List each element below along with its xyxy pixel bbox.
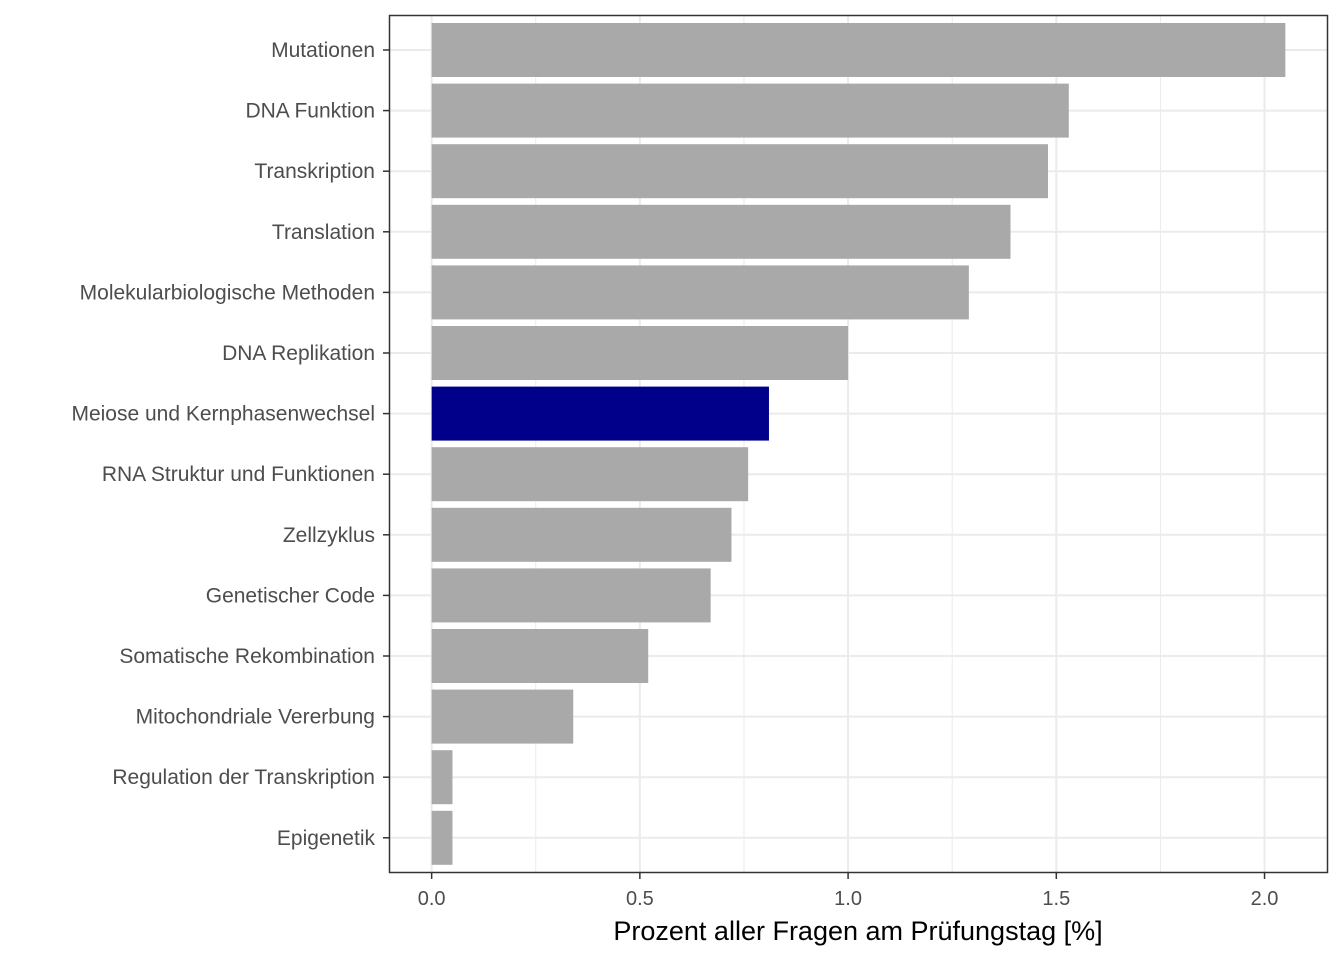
category-labels: Mutationen DNA Funktion Transkription Trans…	[71, 39, 375, 850]
bar	[431, 265, 969, 320]
bar	[431, 507, 732, 562]
category-label: Transkription	[254, 160, 375, 183]
plot-panel-border	[388, 14, 1329, 874]
axis-ticks	[383, 49, 1266, 879]
category-label: Translation	[272, 221, 375, 244]
bar	[431, 23, 1286, 77]
bar	[431, 810, 453, 865]
category-label: Somatische Rekombination	[119, 645, 375, 668]
category-label: Mutationen	[271, 39, 375, 62]
bar	[431, 568, 711, 623]
x-tick-labels: 0.0 0.5 1.0 1.5 2.0	[418, 888, 1279, 910]
x-tick-label: 1.0	[834, 888, 862, 910]
x-tick-label: 0.5	[626, 888, 654, 910]
x-tick-label: 0.0	[418, 888, 446, 910]
bar	[431, 629, 649, 683]
bar	[431, 144, 1048, 199]
bar	[431, 386, 769, 441]
category-label: Epigenetik	[277, 827, 376, 850]
category-label: Genetischer Code	[206, 584, 375, 607]
category-label: Mitochondriale Vererbung	[136, 706, 375, 729]
x-tick-label: 1.5	[1042, 888, 1070, 910]
bar	[431, 83, 1069, 138]
category-label: DNA Replikation	[222, 342, 375, 365]
bar	[431, 326, 849, 380]
category-label: DNA Funktion	[245, 100, 375, 123]
category-label: Zellzyklus	[283, 524, 375, 547]
category-label: Molekularbiologische Methoden	[80, 281, 375, 304]
category-label: Meiose und Kernphasenwechsel	[71, 403, 375, 426]
category-label: Regulation der Transkription	[112, 766, 375, 789]
category-label: RNA Struktur und Funktionen	[102, 463, 375, 486]
bar	[431, 204, 1011, 259]
bar	[431, 689, 574, 744]
bars	[431, 23, 1286, 865]
bar	[431, 447, 749, 502]
x-tick-label: 2.0	[1251, 888, 1279, 910]
x-axis-title: Prozent aller Fragen am Prüfungstag [%]	[613, 916, 1102, 946]
bar	[431, 750, 453, 805]
